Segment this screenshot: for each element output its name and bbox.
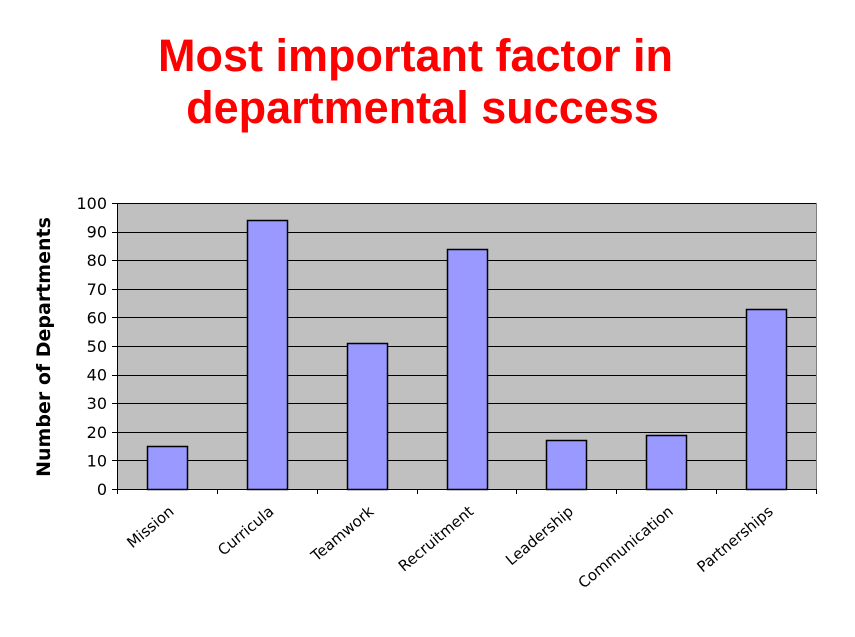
x-tick-labels: Mission Curricula Teamwork Recruitment Leade… xyxy=(123,502,776,592)
y-tick-label: 40 xyxy=(87,366,107,385)
y-tick-label: 90 xyxy=(87,223,107,242)
y-tick-label: 50 xyxy=(87,337,107,356)
bar xyxy=(346,342,389,491)
chart-title-line-2: departmental success xyxy=(186,82,659,133)
x-tick-label: Mission xyxy=(123,502,177,552)
bar xyxy=(246,219,289,491)
bar xyxy=(745,308,788,491)
y-tick-label: 60 xyxy=(87,308,107,327)
chart-title: Most important factor in departmental su… xyxy=(0,30,855,134)
chart-title-line-1: Most important factor in xyxy=(158,30,673,81)
bar xyxy=(146,445,189,491)
y-axis-title: Number of Departments xyxy=(33,217,55,477)
bar xyxy=(446,248,489,491)
y-tick-label: 70 xyxy=(87,280,107,299)
x-tick-label: Recruitment xyxy=(395,502,477,575)
axes xyxy=(112,203,817,494)
x-tick-label: Teamwork xyxy=(307,502,378,565)
bar xyxy=(545,439,588,491)
x-tick-label: Curricula xyxy=(214,502,277,559)
x-tick-label: Leadership xyxy=(502,502,577,569)
y-tick-label: 10 xyxy=(87,451,107,470)
y-tick-label: 20 xyxy=(87,423,107,442)
y-tick-labels: 0 10 20 30 40 50 60 70 80 90 100 xyxy=(76,194,107,499)
y-tick-label: 30 xyxy=(87,394,107,413)
bars xyxy=(146,219,788,491)
y-tick-label: 0 xyxy=(97,480,107,499)
y-tick-label: 100 xyxy=(76,194,107,213)
y-tick-label: 80 xyxy=(87,251,107,270)
bar xyxy=(645,434,688,491)
x-tick-label: Communication xyxy=(575,502,677,592)
x-tick-label: Partnerships xyxy=(694,502,777,576)
